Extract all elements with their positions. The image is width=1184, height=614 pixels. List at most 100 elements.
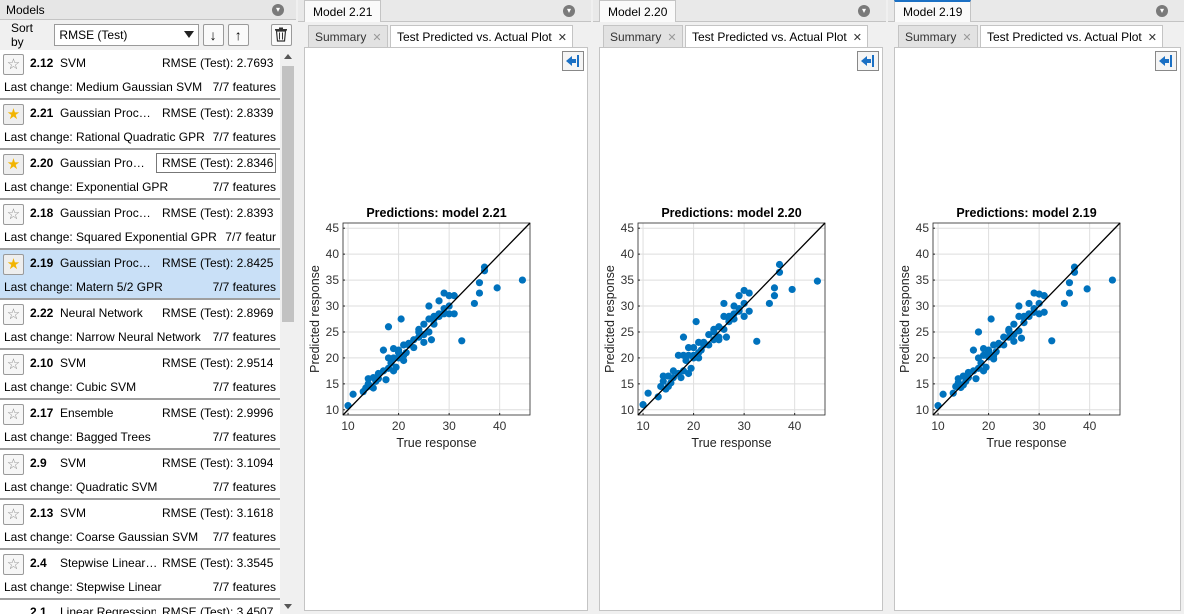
model-list-item[interactable]: ☆ 2.13 SVM RMSE (Test): 3.1618 Last change: … — [0, 500, 280, 550]
x-tick-label: 30 — [1032, 419, 1046, 433]
document-tabbar: Model 2.21 ▾ — [298, 0, 591, 22]
model-rmse: RMSE (Test): 2.8393 — [162, 206, 274, 220]
delete-model-button[interactable] — [270, 23, 292, 46]
star-icon[interactable]: ☆ — [3, 54, 24, 75]
data-point — [420, 338, 428, 346]
data-point — [813, 277, 822, 285]
model-type: Gaussian Proc… — [60, 206, 151, 220]
star-icon[interactable]: ★ — [3, 154, 24, 175]
data-point — [722, 333, 731, 341]
model-type: SVM — [60, 56, 87, 70]
document-menu-icon[interactable]: ▾ — [1156, 5, 1168, 17]
model-list-item[interactable]: 2.1 Linear Regression RMSE (Test): 3.4507 — [0, 600, 280, 614]
tab-summary[interactable]: Summary ✕ — [308, 25, 388, 47]
model-features: 7/7 features — [212, 130, 276, 144]
data-point — [1108, 276, 1117, 284]
model-document: Model 2.19 ▾ Summary ✕ Test Predicted vs. Ac… — [888, 0, 1184, 614]
model-last-change: Last change: Rational Quadratic GPR — [4, 130, 205, 144]
model-list-scrollbar[interactable] — [280, 50, 296, 614]
data-point — [425, 328, 433, 336]
panel-menu-icon[interactable]: ▾ — [272, 4, 284, 16]
data-point — [389, 354, 398, 362]
data-point — [470, 299, 479, 308]
star-icon[interactable]: ☆ — [3, 304, 24, 325]
data-point — [949, 389, 957, 397]
x-tick-label: 30 — [737, 419, 751, 433]
tab-summary[interactable]: Summary ✕ — [603, 25, 683, 47]
data-point — [689, 343, 698, 352]
data-point — [1015, 327, 1023, 335]
document-menu-icon[interactable]: ▾ — [858, 5, 870, 17]
sort-by-dropdown[interactable]: RMSE (Test) — [54, 23, 199, 46]
tab-summary[interactable]: Summary ✕ — [898, 25, 978, 47]
scroll-up-icon[interactable] — [284, 54, 292, 59]
model-features: 7/7 featur — [225, 230, 276, 244]
axes-box — [932, 222, 1121, 416]
model-rmse: RMSE (Test): 2.8339 — [162, 106, 274, 120]
close-icon[interactable]: ✕ — [1147, 32, 1157, 44]
data-point — [440, 310, 448, 318]
model-list-item[interactable]: ★ 2.20 Gaussian Pro… RMSE (Test): 2.8346 Las… — [0, 150, 280, 200]
close-icon[interactable]: ✕ — [667, 32, 677, 44]
model-list-item[interactable]: ☆ 2.4 Stepwise Linear… RMSE (Test): 3.3545 L… — [0, 550, 280, 600]
model-last-change: Last change: Narrow Neural Network — [4, 330, 201, 344]
star-icon[interactable]: ☆ — [3, 454, 24, 475]
y-tick-label: 25 — [916, 325, 930, 339]
star-icon[interactable]: ☆ — [3, 504, 24, 525]
model-list-item[interactable]: ☆ 2.22 Neural Network RMSE (Test): 2.8969 La… — [0, 300, 280, 350]
scroll-down-icon[interactable] — [284, 604, 292, 609]
document-tab[interactable]: Model 2.21 — [304, 0, 382, 22]
models-panel: Models ▾ Sort by RMSE (Test) ↓ ↑ — [0, 0, 296, 614]
model-list-item[interactable]: ★ 2.21 Gaussian Proc… RMSE (Test): 2.8339 La… — [0, 100, 280, 150]
model-features: 7/7 features — [212, 530, 276, 544]
x-tick-label: 10 — [636, 419, 650, 433]
subtab-bar: Summary ✕ Test Predicted vs. Actual Plot ✕ — [888, 22, 1184, 48]
close-icon[interactable]: ✕ — [852, 32, 862, 44]
star-icon[interactable]: ☆ — [3, 554, 24, 575]
document-tab[interactable]: Model 2.20 — [599, 0, 677, 22]
star-icon[interactable]: ☆ — [3, 354, 24, 375]
close-icon[interactable]: ✕ — [557, 32, 567, 44]
plot-toolstrip-button[interactable] — [857, 51, 879, 71]
star-icon[interactable]: ★ — [3, 254, 24, 275]
sort-descending-button[interactable]: ↑ — [227, 23, 249, 46]
x-tick-label: 40 — [493, 419, 507, 433]
y-tick-label: 15 — [326, 377, 340, 391]
document-tab-label: Model 2.19 — [903, 5, 963, 19]
model-list-item[interactable]: ★ 2.19 Gaussian Proc… RMSE (Test): 2.8425 La… — [0, 250, 280, 300]
star-icon[interactable]: ★ — [3, 104, 24, 125]
document-menu-icon[interactable]: ▾ — [563, 5, 575, 17]
model-last-change: Last change: Squared Exponential GPR — [4, 230, 217, 244]
star-icon[interactable]: ☆ — [3, 404, 24, 425]
document-tab[interactable]: Model 2.19 — [894, 0, 972, 22]
plot-toolstrip-button[interactable] — [562, 51, 584, 71]
y-tick-label: 30 — [621, 299, 635, 313]
data-point — [1015, 302, 1023, 310]
close-icon[interactable]: ✕ — [962, 32, 972, 44]
model-list-item[interactable]: ☆ 2.17 Ensemble RMSE (Test): 2.9996 Last cha… — [0, 400, 280, 450]
close-icon[interactable]: ✕ — [372, 32, 382, 44]
prediction-scatter-chart: 10 20 30 40 10 15 20 25 30 35 40 45 Predictions: mod… — [898, 206, 1121, 450]
model-list-item[interactable]: ☆ 2.12 SVM RMSE (Test): 2.7693 Last change: … — [0, 50, 280, 100]
sort-ascending-button[interactable]: ↓ — [202, 23, 224, 46]
model-type: SVM — [60, 506, 87, 520]
tab-test-predicted-vs-actual-plot[interactable]: Test Predicted vs. Actual Plot ✕ — [390, 25, 573, 47]
plot-area: 10 20 30 40 10 15 20 25 30 35 40 45 Predictions: mod… — [599, 47, 883, 611]
data-point — [410, 343, 418, 352]
plot-toolstrip-button[interactable] — [1155, 51, 1177, 71]
model-list-item[interactable]: ☆ 2.18 Gaussian Proc… RMSE (Test): 2.8393 La… — [0, 200, 280, 250]
tab-test-predicted-vs-actual-plot[interactable]: Test Predicted vs. Actual Plot ✕ — [980, 25, 1163, 47]
model-list-item[interactable]: ☆ 2.10 SVM RMSE (Test): 2.9514 Last change: … — [0, 350, 280, 400]
pin-arrow-icon — [1159, 55, 1172, 67]
y-tick-label: 40 — [621, 247, 635, 261]
tab-test-predicted-vs-actual-plot[interactable]: Test Predicted vs. Actual Plot ✕ — [685, 25, 868, 47]
y-tick-label: 15 — [916, 377, 930, 391]
chart-title: Predictions: model 2.21 — [366, 206, 506, 220]
data-point — [480, 267, 489, 275]
star-icon[interactable]: ☆ — [3, 204, 24, 225]
model-list-item[interactable]: ☆ 2.9 SVM RMSE (Test): 3.1094 Last change: Q… — [0, 450, 280, 500]
data-point — [1040, 308, 1048, 316]
data-point — [1065, 289, 1074, 297]
data-point — [1070, 263, 1079, 271]
scrollbar-thumb[interactable] — [282, 66, 294, 322]
